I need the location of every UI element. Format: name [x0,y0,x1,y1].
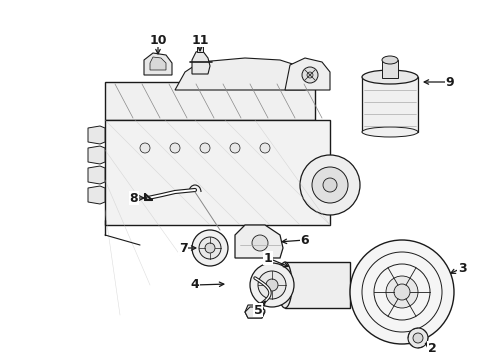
Bar [285,262,350,308]
Circle shape [350,240,454,344]
Text: 1: 1 [264,252,272,265]
Circle shape [170,143,180,153]
Text: 3: 3 [458,261,466,274]
Circle shape [250,263,294,307]
Bar [362,77,418,132]
Circle shape [394,284,410,300]
Polygon shape [150,57,166,70]
Circle shape [140,143,150,153]
Circle shape [192,230,228,266]
Circle shape [413,333,423,343]
Polygon shape [192,50,210,74]
Circle shape [323,178,337,192]
Bar [197,42,203,52]
Text: 6: 6 [301,234,309,247]
Bar [105,120,330,225]
Text: 8: 8 [130,192,138,204]
Text: 10: 10 [149,33,167,46]
Polygon shape [245,305,265,318]
Polygon shape [88,126,105,144]
Circle shape [302,67,318,83]
Bar [382,60,398,78]
Ellipse shape [362,127,418,137]
Text: 11: 11 [191,33,209,46]
Polygon shape [88,186,105,204]
Circle shape [408,328,428,348]
Circle shape [300,155,360,215]
Ellipse shape [362,70,418,84]
Circle shape [258,271,286,299]
Polygon shape [285,58,330,90]
Text: 9: 9 [446,76,454,89]
Circle shape [199,237,221,259]
Bar [105,82,315,120]
Circle shape [386,276,418,308]
Polygon shape [88,166,105,184]
Polygon shape [235,225,283,258]
Circle shape [252,235,268,251]
Polygon shape [245,307,265,318]
Circle shape [266,279,278,291]
Ellipse shape [278,262,292,308]
Circle shape [307,72,313,78]
Polygon shape [88,146,105,164]
Text: 5: 5 [254,303,262,316]
Circle shape [205,243,215,253]
Ellipse shape [382,56,398,64]
Text: 2: 2 [428,342,437,355]
Circle shape [260,143,270,153]
Circle shape [200,143,210,153]
Circle shape [230,143,240,153]
Text: 4: 4 [191,279,199,292]
Polygon shape [144,53,172,75]
Circle shape [312,167,348,203]
Text: 7: 7 [179,242,187,255]
Polygon shape [175,58,315,90]
